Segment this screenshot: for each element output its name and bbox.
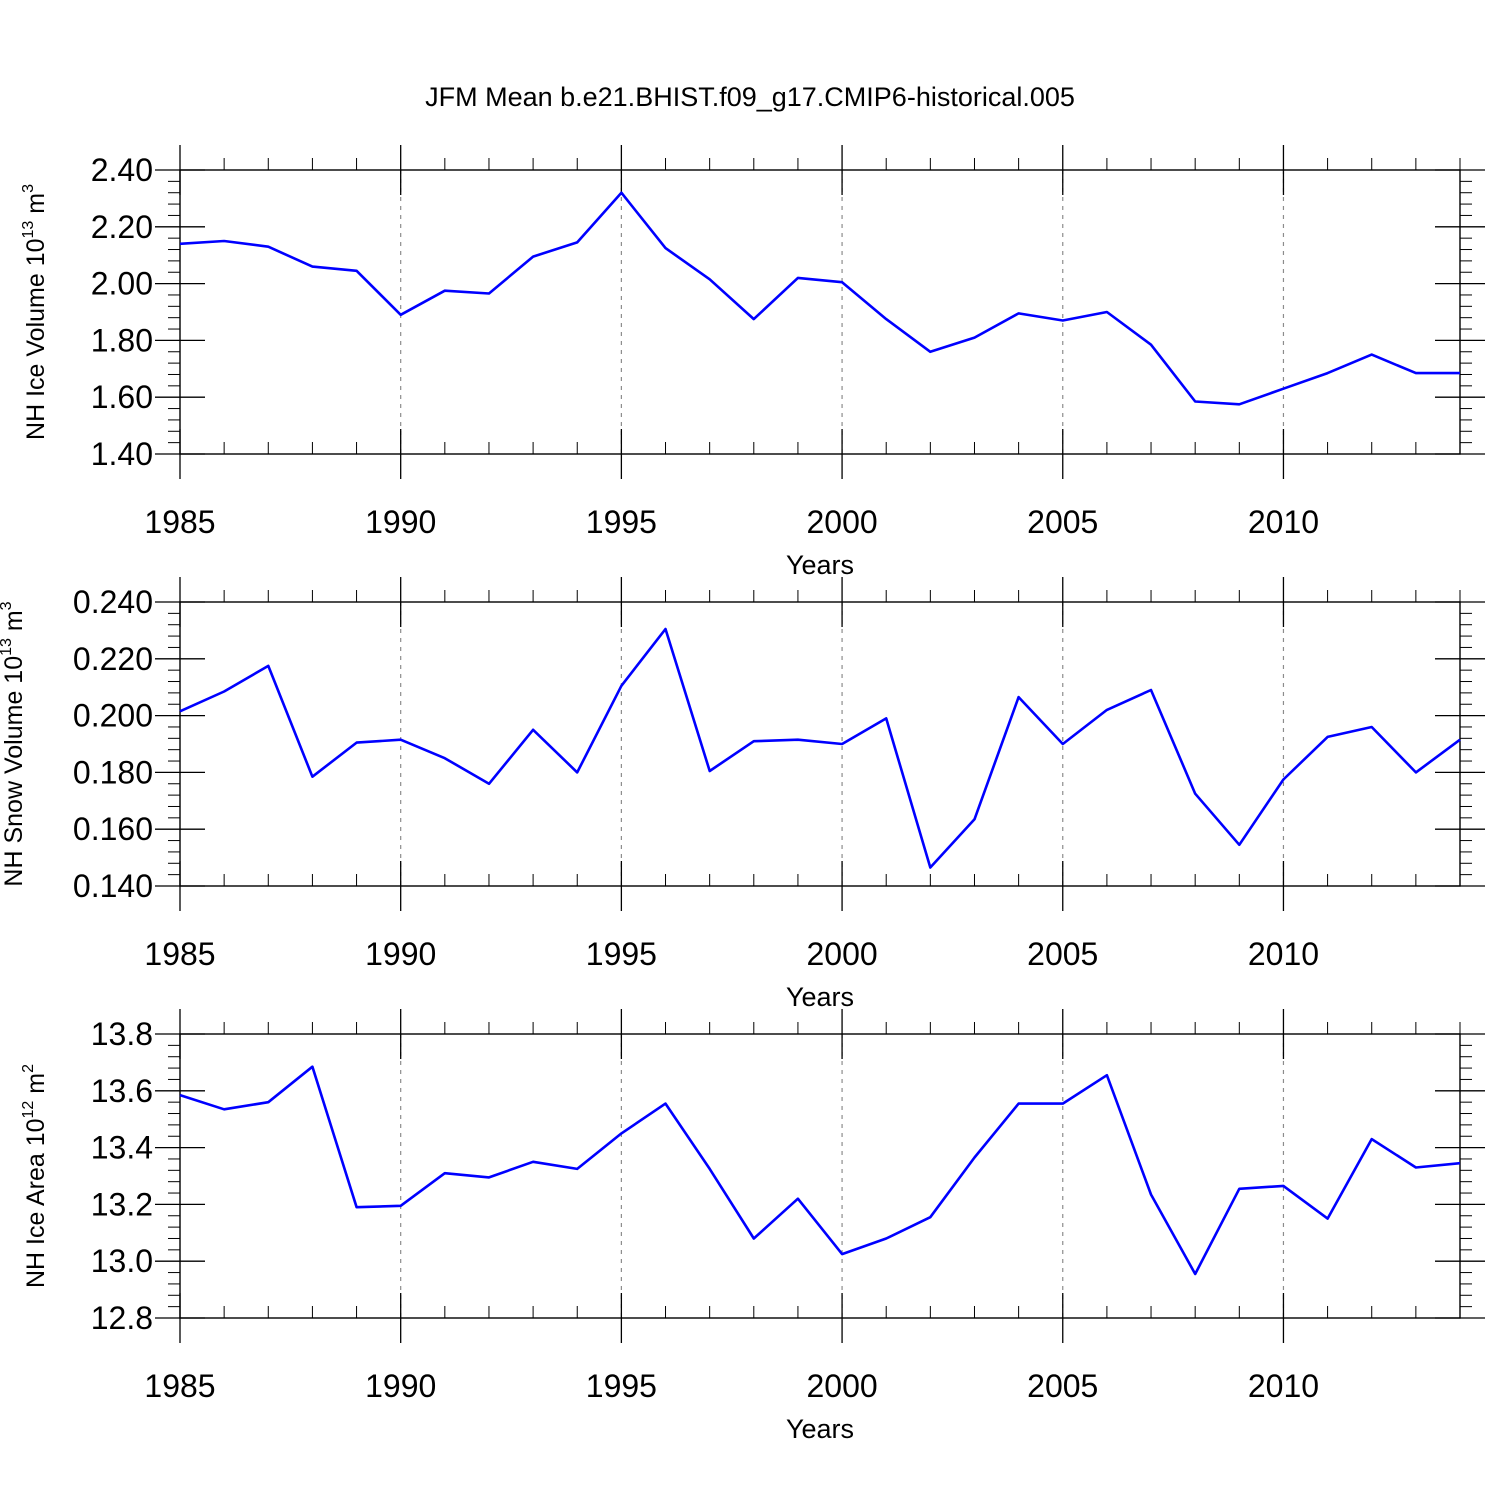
y-tick-label: 13.8 [91,1016,153,1052]
y-axis-title-unit: m [22,1073,50,1101]
y-axis-title-prefix: NH Snow Volume 10 [0,656,28,887]
y-tick-label: 12.8 [91,1300,153,1336]
plot-frame [179,1033,1461,1319]
series-line [179,1065,1461,1276]
x-tick-label: 1985 [144,1368,215,1404]
y-tick-label: 13.0 [91,1243,153,1279]
x-tick-label: 1995 [586,936,657,972]
y-tick-label: 0.180 [73,754,153,790]
chart-panel-1: 1985 1990 1995 2000 2005 2010 1.40 1.60 1.80 2.00… [20,145,1485,580]
chart-panel-2: 1985 1990 1995 2000 2005 2010 0.140 0.160 0.180 0… [0,577,1485,1012]
y-axis-title-unit-exponent: 3 [0,601,15,610]
x-tick-label: 1985 [144,504,215,540]
x-axis-title: Years [786,550,854,580]
x-tick-label: 2005 [1027,1368,1098,1404]
y-axis-title-prefix: NH Ice Area 10 [22,1118,50,1288]
y-axis-title: NH Ice Volume 1013 m3 [20,184,50,440]
y-axis-title-unit: m [0,610,28,638]
x-tick-label: 1990 [365,936,436,972]
x-tick-label: 1990 [365,1368,436,1404]
x-tick-label: 2010 [1248,504,1319,540]
y-axis-title-unit-exponent: 3 [20,184,37,193]
plot-frame [179,169,1461,455]
series-line [179,191,1460,406]
y-tick-label: 0.240 [73,584,153,620]
y-axis-title-exponent: 13 [20,221,37,239]
figure-title: JFM Mean b.e21.BHIST.f09_g17.CMIP6-histo… [425,82,1075,112]
x-tick-label: 2010 [1248,1368,1319,1404]
y-tick-label: 0.220 [73,641,153,677]
y-tick-label: 0.160 [73,811,153,847]
x-tick-label: 2005 [1027,936,1098,972]
y-axis-title-unit: m [22,193,50,221]
y-tick-label: 2.40 [91,152,153,188]
series-line [179,627,1461,869]
chart-panel-3: 1985 1990 1995 2000 2005 2010 12.8 13.0 13.2 13.4… [20,1009,1485,1444]
y-tick-label: 13.6 [91,1073,153,1109]
x-tick-label: 2000 [806,504,877,540]
x-tick-label: 2000 [806,1368,877,1404]
y-tick-label: 13.2 [91,1186,153,1222]
y-tick-label: 1.40 [91,436,153,472]
x-tick-label: 2010 [1248,936,1319,972]
x-axis-title: Years [786,982,854,1012]
y-tick-label: 2.20 [91,209,153,245]
y-axis-title-unit-exponent: 2 [20,1064,37,1073]
y-tick-label: 1.60 [91,379,153,415]
y-axis-title-prefix: NH Ice Volume 10 [22,238,50,440]
y-tick-label: 13.4 [91,1130,153,1166]
y-tick-label: 2.00 [91,266,153,302]
x-axis-title: Years [786,1414,854,1444]
y-tick-label: 0.140 [73,868,153,904]
x-tick-label: 2000 [806,936,877,972]
y-tick-label: 1.80 [91,322,153,358]
x-tick-label: 2005 [1027,504,1098,540]
y-axis-title: NH Snow Volume 1013 m3 [0,601,28,886]
x-tick-label: 1990 [365,504,436,540]
plot-frame [179,601,1461,887]
y-axis-title-exponent: 12 [20,1101,37,1119]
x-tick-label: 1995 [586,1368,657,1404]
y-axis-title: NH Ice Area 1012 m2 [20,1064,50,1288]
x-tick-label: 1995 [586,504,657,540]
x-tick-label: 1985 [144,936,215,972]
y-tick-label: 0.200 [73,698,153,734]
y-axis-title-exponent: 13 [0,638,15,656]
